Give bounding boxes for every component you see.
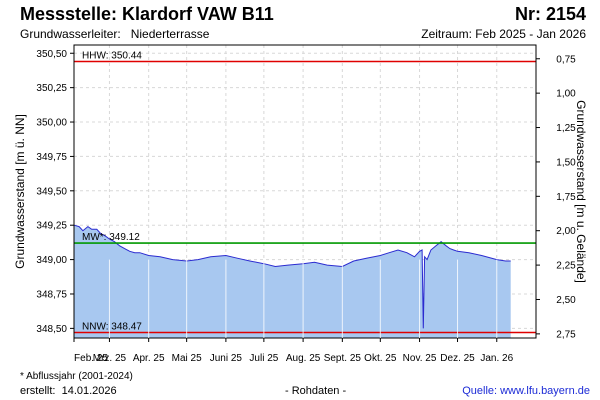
created-date: 14.01.2026 [61, 385, 117, 397]
y-axis-label-left: Grundwasserstand [m ü. NN] [13, 114, 27, 269]
x-tick-label-7: Sept. 25 [324, 353, 362, 364]
mw-label: MW*: 349.12 [82, 232, 140, 243]
y-tick-left-label-0: 350,50 [36, 49, 67, 60]
y-tick-left-label-5: 349,25 [36, 221, 67, 232]
y-tick-left-label-2: 350,00 [36, 118, 67, 129]
created-info: erstellt: 14.01.2026 [20, 385, 117, 397]
ticks: 350,50 350,25 350,00 349,75 349,50 349,25 349,… [36, 49, 576, 364]
y-tick-left-label-3: 349,75 [36, 152, 67, 163]
source-link[interactable]: Quelle: www.lfu.bayern.de [462, 385, 590, 397]
plot-frame [73, 44, 537, 339]
created-label: erstellt: [20, 385, 56, 397]
y-tick-left-label-6: 349,00 [36, 255, 67, 266]
nnw-label: NNW: 348.47 [82, 321, 142, 332]
aquifer-value: Niederterrasse [130, 27, 210, 41]
x-tick-label-10: Dez. 25 [440, 353, 475, 364]
period-text: Zeitraum: Feb 2025 - Jan 2026 [421, 27, 586, 41]
x-tick-label-9: Nov. 25 [403, 353, 437, 364]
y-tick-right-label-7: 2,50 [556, 295, 576, 306]
y-tick-right-label-4: 1,75 [556, 192, 576, 203]
y-tick-right-label-8: 2,75 [556, 329, 576, 340]
y-axis-label-right: Grundwasserstand [m u. Gelände] [574, 100, 588, 283]
hhw-label: HHW: 350.44 [82, 51, 142, 62]
y-tick-right-label-3: 1,50 [556, 157, 576, 168]
y-tick-left-label-1: 350,25 [36, 83, 67, 94]
station-number: Nr: 2154 [514, 4, 586, 24]
x-tick-label-6: Aug. 25 [286, 353, 321, 364]
y-tick-left-label-8: 348,50 [36, 324, 67, 335]
y-tick-left-label-7: 348,75 [36, 289, 67, 300]
x-tick-label-3: Mai 25 [172, 353, 202, 364]
x-tick-label-0: Feb. 25 [74, 353, 108, 364]
x-tick-label-1: Mrz. 25 [93, 353, 127, 364]
x-tick-label-5: Juli 25 [249, 353, 278, 364]
footnote: * Abflussjahr (2001-2024) [20, 371, 133, 382]
y-tick-right-label-5: 2,00 [556, 226, 576, 237]
y-tick-right-label-2: 1,25 [556, 123, 576, 134]
y-tick-right-label-0: 0,75 [556, 54, 576, 65]
x-tick-label-8: Okt. 25 [364, 353, 397, 364]
page-title: Messstelle: Klardorf VAW B11 [20, 4, 274, 24]
water-level-area [74, 225, 511, 338]
aquifer-label: Grundwasserleiter: [20, 27, 121, 41]
x-tick-label-2: Apr. 25 [133, 353, 165, 364]
x-tick-label-11: Jan. 26 [480, 353, 513, 364]
raw-data-note: - Rohdaten - [285, 385, 347, 397]
y-tick-right-label-1: 1,00 [556, 89, 576, 100]
x-tick-label-4: Juni 25 [210, 353, 243, 364]
y-tick-left-label-4: 349,50 [36, 186, 67, 197]
y-tick-right-label-6: 2,25 [556, 261, 576, 272]
aquifer-info: Grundwasserleiter: Niederterrasse [20, 27, 209, 41]
reference-lines: HHW: 350.44 MW*: 349.12 NNW: 348.47 [74, 51, 536, 334]
